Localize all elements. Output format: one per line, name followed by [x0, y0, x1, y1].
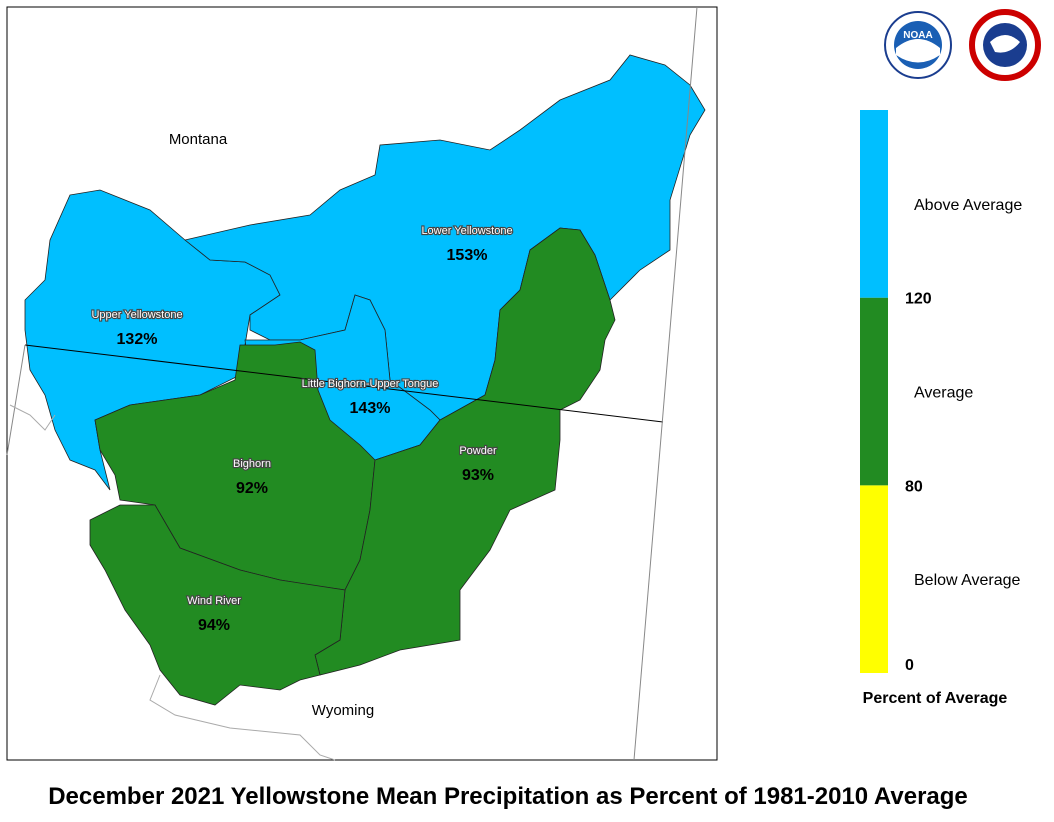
basin-name: Bighorn	[233, 458, 271, 470]
basin	[89, 504, 346, 706]
basin-name: Little Bighorn-Upper Tongue	[302, 378, 439, 390]
basin-value: 93%	[462, 467, 494, 484]
legend-tick-label: 120	[905, 291, 932, 308]
map-title: December 2021 Yellowstone Mean Precipita…	[48, 783, 968, 810]
basin-value: 92%	[236, 480, 268, 497]
legend: Below Average Average Above Average 0 80 120	[860, 110, 1022, 674]
legend-tick-label: 80	[905, 478, 923, 495]
basin-name: Upper Yellowstone	[91, 309, 182, 321]
state-line	[24, 344, 664, 423]
legend-swatch	[860, 297, 888, 486]
state-label: Montana	[169, 131, 228, 148]
legend-swatch	[860, 485, 888, 673]
basin-value: 132%	[117, 331, 158, 348]
legend-title: Percent of Average	[863, 690, 1008, 707]
boundaries	[6, 6, 698, 761]
basin-value: 143%	[350, 400, 391, 417]
basin	[314, 227, 616, 676]
basin-name: Powder	[459, 445, 497, 457]
state-line	[633, 6, 698, 761]
basins	[24, 54, 706, 706]
basin-value: 153%	[447, 247, 488, 264]
basin-name: Lower Yellowstone	[421, 225, 512, 237]
state-label: Wyoming	[312, 702, 374, 719]
nws-logo	[969, 9, 1041, 81]
state-line	[6, 344, 26, 456]
county-line	[149, 674, 336, 761]
logo-text: NOAA	[903, 30, 932, 41]
basin-value: 94%	[198, 617, 230, 634]
county-line	[9, 404, 56, 431]
basin-name: Wind River	[187, 595, 241, 607]
legend-label: Above Average	[914, 197, 1022, 214]
noaa-logo: NOAA	[884, 11, 952, 79]
legend-label: Average	[914, 385, 973, 402]
legend-label: Below Average	[914, 572, 1021, 589]
legend-tick-label: 0	[905, 657, 914, 674]
legend-swatch	[860, 110, 888, 298]
